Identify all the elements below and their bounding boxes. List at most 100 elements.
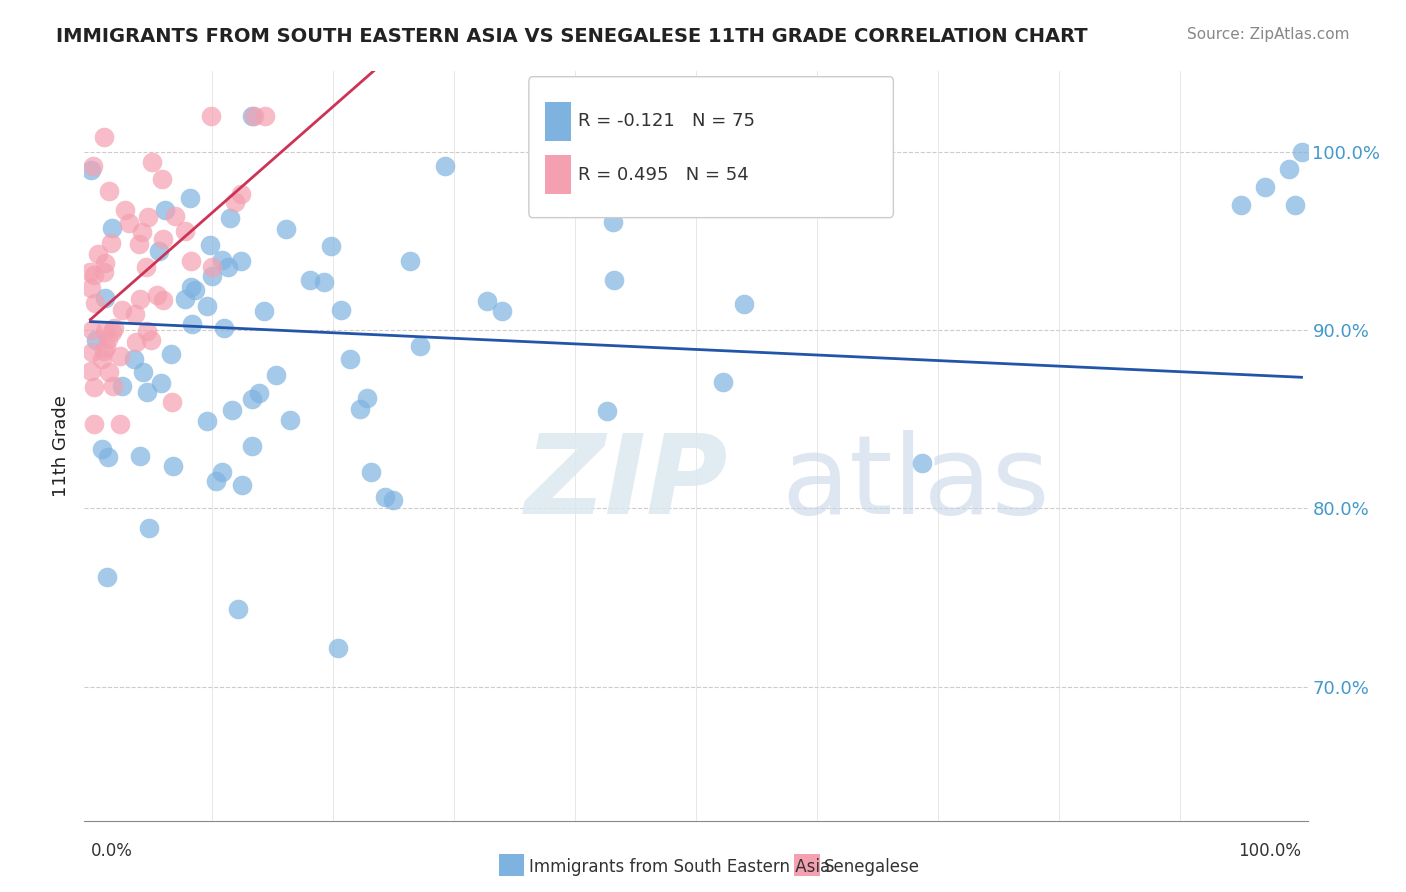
Point xyxy=(242,392,264,406)
Point xyxy=(434,159,457,173)
Point xyxy=(733,297,755,311)
Point xyxy=(243,109,266,123)
Point xyxy=(339,351,361,366)
Point xyxy=(758,130,780,145)
Point xyxy=(1291,145,1313,159)
Point xyxy=(110,379,132,393)
Point xyxy=(91,442,114,457)
Point xyxy=(135,260,157,274)
Point xyxy=(122,351,145,366)
Point xyxy=(603,273,626,287)
Point xyxy=(205,474,228,488)
Point xyxy=(129,449,152,463)
Point xyxy=(247,385,270,400)
Point xyxy=(218,211,240,226)
Point xyxy=(94,324,117,338)
Point xyxy=(84,333,107,347)
Point xyxy=(83,268,105,282)
Point xyxy=(97,450,120,464)
Point xyxy=(195,414,218,428)
FancyBboxPatch shape xyxy=(529,77,893,218)
Text: IMMIGRANTS FROM SOUTH EASTERN ASIA VS SENEGALESE 11TH GRADE CORRELATION CHART: IMMIGRANTS FROM SOUTH EASTERN ASIA VS SE… xyxy=(56,27,1088,45)
Point xyxy=(136,210,159,224)
Point xyxy=(83,380,105,394)
Point xyxy=(94,340,117,354)
Point xyxy=(80,323,103,337)
Point xyxy=(135,324,157,338)
Point xyxy=(138,521,160,535)
Point xyxy=(98,365,121,379)
Text: R = -0.121   N = 75: R = -0.121 N = 75 xyxy=(578,112,755,130)
Point xyxy=(93,344,115,359)
Point xyxy=(240,109,263,123)
Point xyxy=(181,317,204,331)
Point xyxy=(180,280,202,294)
Point xyxy=(221,402,243,417)
Text: 0.0%: 0.0% xyxy=(90,842,132,860)
Text: R = 0.495   N = 54: R = 0.495 N = 54 xyxy=(578,166,749,184)
Point xyxy=(96,569,118,583)
Point xyxy=(94,291,117,305)
Point xyxy=(276,221,298,235)
Point xyxy=(1284,198,1306,212)
Point xyxy=(163,209,186,223)
Point xyxy=(180,254,202,268)
Point xyxy=(173,224,195,238)
Point xyxy=(200,109,222,123)
Point xyxy=(148,244,170,259)
Point xyxy=(93,265,115,279)
Text: ZIP: ZIP xyxy=(524,430,728,537)
Point xyxy=(398,253,420,268)
Point xyxy=(128,236,150,251)
Point xyxy=(101,378,124,392)
Point xyxy=(1254,180,1277,194)
Point xyxy=(146,288,169,302)
Point xyxy=(132,365,155,379)
Point xyxy=(150,172,173,186)
Point xyxy=(475,293,498,308)
Point xyxy=(253,109,276,123)
Point xyxy=(253,304,276,318)
Point xyxy=(98,184,121,198)
Point xyxy=(174,292,197,306)
Point xyxy=(198,237,221,252)
Point xyxy=(1230,198,1253,212)
Text: atlas: atlas xyxy=(782,430,1050,537)
Bar xyxy=(544,155,571,194)
Text: Senegalese: Senegalese xyxy=(824,858,920,876)
Point xyxy=(240,440,263,454)
Point xyxy=(93,256,115,270)
Point xyxy=(91,351,114,366)
Point xyxy=(179,191,201,205)
Point xyxy=(328,640,350,655)
Point xyxy=(217,260,239,275)
Point xyxy=(84,296,107,310)
Point xyxy=(129,293,152,307)
Point xyxy=(280,413,302,427)
Point xyxy=(231,187,253,202)
Point xyxy=(211,465,233,479)
Point xyxy=(201,260,224,274)
Point xyxy=(103,321,125,335)
Point xyxy=(101,325,124,339)
Point xyxy=(86,246,108,260)
Point xyxy=(141,155,163,169)
Point xyxy=(596,404,619,418)
Point xyxy=(149,376,172,390)
Point xyxy=(349,402,371,417)
Text: Source: ZipAtlas.com: Source: ZipAtlas.com xyxy=(1187,27,1350,42)
Point xyxy=(231,254,253,268)
Point xyxy=(152,293,174,307)
Point xyxy=(125,335,148,350)
Text: 100.0%: 100.0% xyxy=(1239,842,1302,860)
Point xyxy=(80,163,103,178)
Point xyxy=(136,384,159,399)
Point xyxy=(108,417,131,431)
Point xyxy=(201,269,224,284)
Point xyxy=(184,283,207,297)
Point xyxy=(662,181,685,195)
Point xyxy=(298,273,321,287)
Point xyxy=(114,203,136,218)
Point xyxy=(139,333,162,347)
Bar xyxy=(544,102,571,141)
